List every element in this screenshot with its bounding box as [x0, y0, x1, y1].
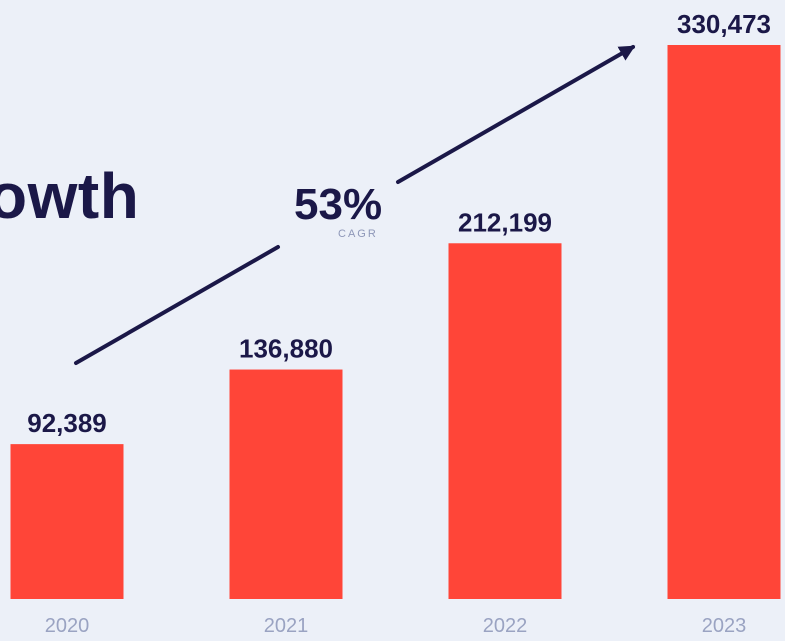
cagr-label: CAGR [338, 228, 378, 240]
bar-2023 [667, 45, 781, 599]
year-label-2021: 2021 [264, 615, 309, 637]
year-labels-layer: 2020 2021 2022 2023 [45, 615, 747, 637]
chart-title: owth [0, 160, 140, 232]
bars-layer [10, 45, 781, 599]
bar-2022 [448, 243, 562, 599]
value-labels-layer: 92,389 136,880 212,199 330,473 [27, 9, 771, 438]
value-label-2021: 136,880 [239, 334, 333, 364]
cagr-value: 53% [294, 180, 383, 229]
value-label-2023: 330,473 [677, 9, 771, 39]
cagr-arrow-lower [74, 245, 280, 365]
bar-2020 [10, 444, 124, 599]
year-label-2022: 2022 [483, 615, 528, 637]
year-label-2023: 2023 [702, 615, 747, 637]
year-label-2020: 2020 [45, 615, 90, 637]
cagr-arrow-upper [396, 45, 636, 184]
bar-2021 [229, 369, 343, 599]
value-label-2020: 92,389 [27, 408, 107, 438]
value-label-2022: 212,199 [458, 207, 552, 237]
